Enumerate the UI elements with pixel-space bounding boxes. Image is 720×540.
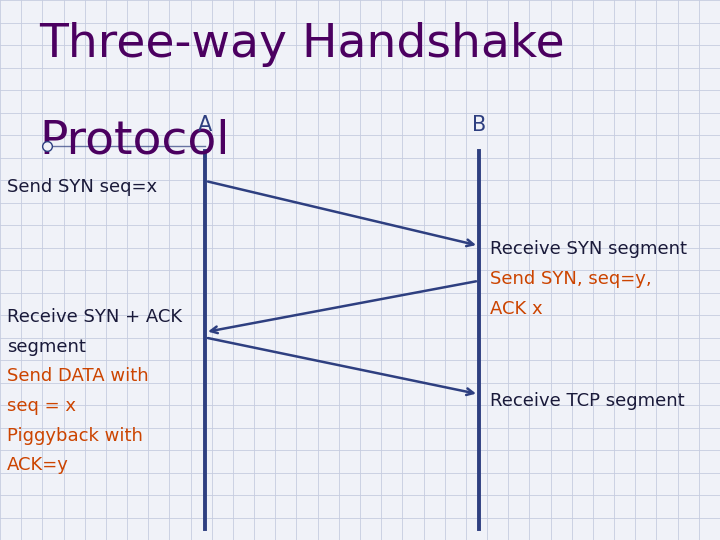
Text: ACK=y: ACK=y — [7, 456, 69, 474]
Text: Receive SYN + ACK: Receive SYN + ACK — [7, 308, 182, 326]
Text: B: B — [472, 115, 486, 135]
Text: Protocol: Protocol — [40, 119, 230, 164]
Text: Send SYN, seq=y,: Send SYN, seq=y, — [490, 270, 651, 288]
Text: Send DATA with: Send DATA with — [7, 367, 149, 385]
Text: Receive TCP segment: Receive TCP segment — [490, 392, 684, 409]
Text: Receive SYN segment: Receive SYN segment — [490, 240, 687, 258]
Text: A: A — [198, 115, 212, 135]
Text: ACK x: ACK x — [490, 300, 542, 318]
Text: Send SYN seq=x: Send SYN seq=x — [7, 178, 158, 196]
Text: segment: segment — [7, 338, 86, 355]
Text: seq = x: seq = x — [7, 397, 76, 415]
Text: Three-way Handshake: Three-way Handshake — [40, 22, 565, 66]
Text: Piggyback with: Piggyback with — [7, 427, 143, 444]
